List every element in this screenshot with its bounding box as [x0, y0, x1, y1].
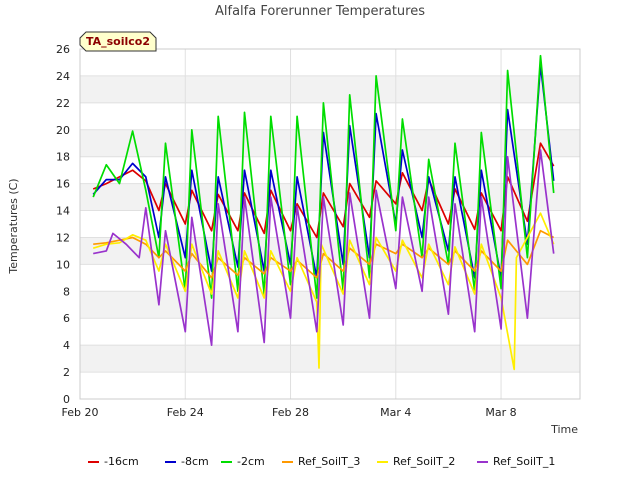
grid-band: [80, 291, 580, 319]
x-axis-label: Time: [550, 423, 578, 436]
grid-band: [80, 345, 580, 373]
y-tick-label: 2: [63, 366, 70, 379]
y-tick-label: 6: [63, 312, 70, 325]
y-axis-label: Temperatures (C): [7, 178, 20, 274]
y-tick-label: 0: [63, 393, 70, 406]
y-tick-label: 10: [56, 258, 70, 271]
series-lines: [92, 54, 555, 371]
y-tick-label: 4: [63, 339, 70, 352]
chart-title: Alfalfa Forerunner Temperatures: [215, 4, 425, 19]
y-tick-label: 22: [56, 97, 70, 110]
legend-label: Ref_SoilT_3: [298, 455, 360, 468]
y-tick-label: 8: [63, 285, 70, 298]
x-tick-label: Mar 8: [485, 406, 516, 419]
badge-label: TA_soilco2: [86, 35, 150, 48]
x-axis-ticks: Feb 20 Feb 24 Feb 28 Mar 4 Mar 8: [62, 406, 517, 419]
legend-label: Ref_SoilT_2: [393, 455, 455, 468]
legend: -16cm -8cm -2cm Ref_SoilT_3 Ref_SoilT_2 Ref_S…: [88, 455, 555, 468]
y-tick-label: 26: [56, 43, 70, 56]
legend-label: -2cm: [237, 455, 265, 468]
plot-frame: [79, 48, 581, 400]
y-tick-label: 14: [56, 205, 70, 218]
series-line-2: [92, 54, 555, 299]
x-tick-label: Feb 24: [167, 406, 204, 419]
grid-band: [80, 129, 580, 157]
y-tick-label: 16: [56, 178, 70, 191]
legend-label: Ref_SoilT_1: [493, 455, 555, 468]
grid-band: [80, 75, 580, 103]
series-line-5: [93, 149, 555, 347]
y-tick-label: 24: [56, 70, 70, 83]
x-tick-label: Feb 28: [272, 406, 309, 419]
badge: TA_soilco2: [79, 31, 157, 52]
y-tick-label: 20: [56, 124, 70, 137]
legend-label: -16cm: [104, 455, 139, 468]
y-tick-label: 12: [56, 231, 70, 244]
x-tick-label: Feb 20: [62, 406, 99, 419]
legend-label: -8cm: [181, 455, 209, 468]
series-line-4: [92, 212, 555, 371]
x-tick-label: Mar 4: [380, 406, 411, 419]
y-tick-label: 18: [56, 151, 70, 164]
badge-box: [79, 31, 157, 52]
